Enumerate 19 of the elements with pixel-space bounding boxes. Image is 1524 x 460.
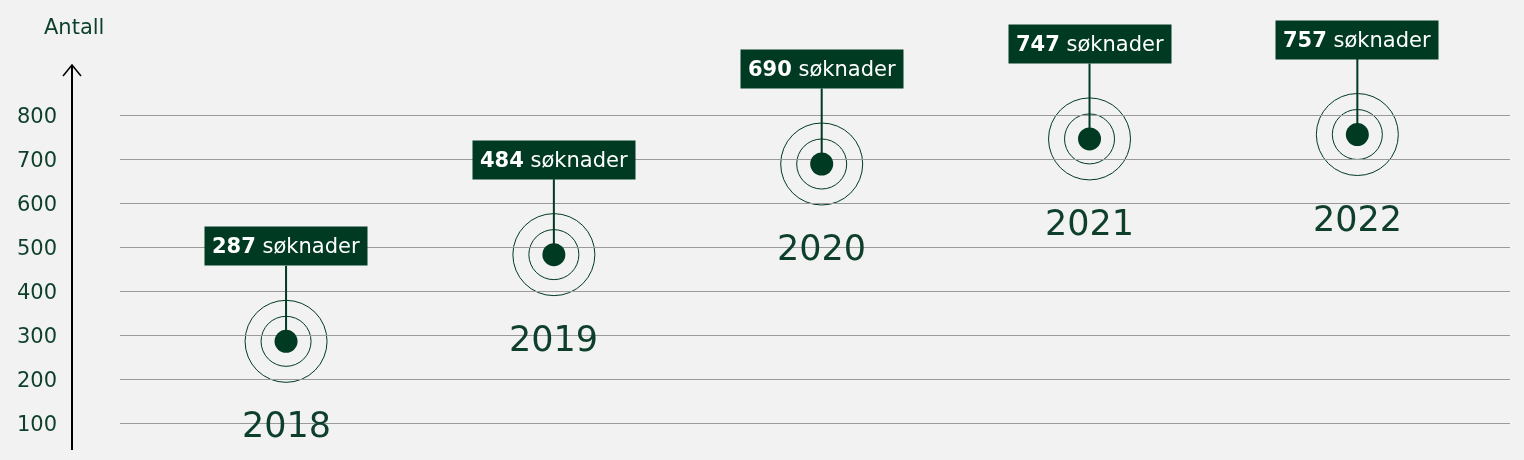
x-tick-label: 2020: [777, 228, 867, 268]
y-tick-label: 200: [16, 367, 58, 392]
data-label: 484 søknader: [480, 148, 628, 172]
x-tick-label: 2019: [509, 319, 599, 359]
y-tick-label: 300: [16, 323, 58, 348]
x-tick-label: 2022: [1313, 199, 1403, 239]
data-label: 757 søknader: [1283, 28, 1431, 52]
y-tick-label: 400: [16, 279, 58, 304]
data-label: 690 søknader: [748, 57, 896, 81]
y-tick-label: 100: [16, 411, 58, 436]
y-tick-label: 700: [16, 147, 58, 172]
data-label: 287 søknader: [212, 234, 360, 258]
data-label: 747 søknader: [1016, 32, 1164, 56]
y-tick-label: 800: [16, 103, 58, 128]
x-tick-label: 2021: [1045, 203, 1135, 243]
y-tick-label: 500: [16, 235, 58, 260]
y-axis-title: Antall: [44, 15, 105, 39]
y-tick-label: 600: [16, 191, 58, 216]
x-tick-label: 2018: [242, 405, 332, 445]
